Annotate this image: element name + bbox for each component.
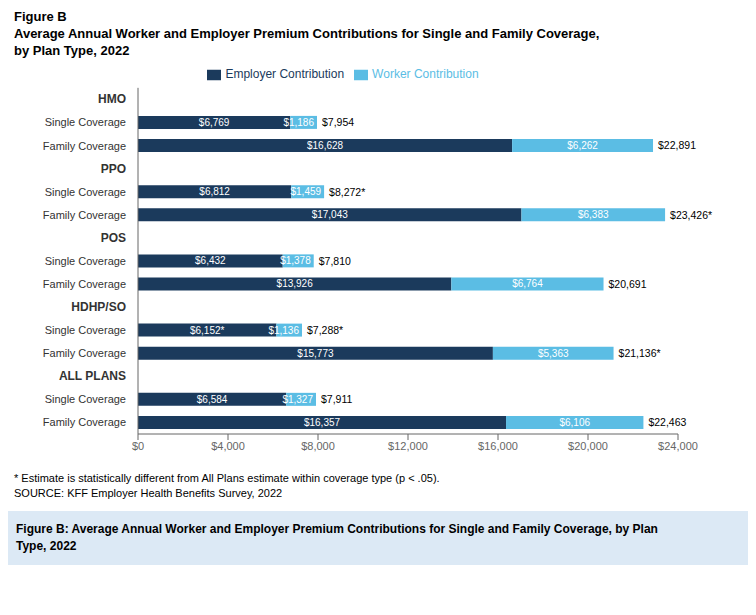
svg-text:$7,288*: $7,288* (307, 324, 343, 336)
svg-text:Single Coverage: Single Coverage (45, 393, 126, 405)
svg-text:$1,378: $1,378 (280, 255, 311, 266)
svg-text:Single Coverage: Single Coverage (45, 186, 126, 198)
svg-text:$15,773: $15,773 (297, 348, 334, 359)
svg-text:$16,000: $16,000 (478, 440, 518, 452)
svg-text:$6,764: $6,764 (512, 278, 543, 289)
html-text:Figure B: Figure B (14, 9, 67, 24)
svg-text:$7,810: $7,810 (319, 255, 351, 267)
svg-text:$6,152*: $6,152* (190, 325, 225, 336)
svg-text:ALL PLANS: ALL PLANS (59, 369, 126, 383)
svg-text:HDHP/SO: HDHP/SO (71, 300, 126, 314)
svg-text:$17,043: $17,043 (312, 209, 349, 220)
svg-text:Single Coverage: Single Coverage (45, 324, 126, 336)
svg-text:Family Coverage: Family Coverage (43, 416, 126, 428)
svg-text:$5,363: $5,363 (538, 348, 569, 359)
svg-text:$8,000: $8,000 (301, 440, 335, 452)
svg-text:$6,432: $6,432 (195, 255, 226, 266)
svg-text:$22,891: $22,891 (658, 139, 696, 151)
html-text:Worker Contribution: Worker Contribution (372, 67, 479, 81)
svg-text:$22,463: $22,463 (648, 416, 686, 428)
svg-text:Family Coverage: Family Coverage (43, 347, 126, 359)
svg-text:Family Coverage: Family Coverage (43, 278, 126, 290)
svg-text:$21,136*: $21,136* (619, 347, 661, 359)
html-text:Type, 2022: Type, 2022 (16, 539, 77, 553)
html-text:by Plan Type, 2022: by Plan Type, 2022 (14, 43, 130, 58)
svg-text:Single Coverage: Single Coverage (45, 116, 126, 128)
html-text:Average Annual Worker and Empl: Average Annual Worker and Employer Premi… (14, 26, 600, 41)
svg-text:$16,357: $16,357 (304, 417, 341, 428)
html-text:Figure B: Average Annual Worke: Figure B: Average Annual Worker and Empl… (16, 522, 658, 536)
svg-text:$6,812: $6,812 (199, 186, 230, 197)
svg-text:$7,911: $7,911 (321, 393, 352, 405)
svg-text:$13,926: $13,926 (277, 278, 314, 289)
svg-text:PPO: PPO (101, 162, 126, 176)
svg-text:$16,628: $16,628 (307, 140, 344, 151)
svg-text:$7,954: $7,954 (322, 116, 354, 128)
svg-text:$6,262: $6,262 (567, 140, 598, 151)
svg-text:$6,584: $6,584 (197, 394, 228, 405)
svg-text:$8,272*: $8,272* (329, 186, 365, 198)
svg-text:$20,000: $20,000 (568, 440, 608, 452)
svg-text:$1,459: $1,459 (291, 186, 322, 197)
svg-text:$1,186: $1,186 (283, 117, 314, 128)
html-text:SOURCE: KFF Employer Health Be: SOURCE: KFF Employer Health Benefits Sur… (14, 487, 283, 499)
html-text:* Estimate is statistically di: * Estimate is statistically different fr… (14, 472, 440, 484)
html-text:Employer Contribution: Employer Contribution (225, 67, 345, 81)
svg-text:$12,000: $12,000 (388, 440, 428, 452)
svg-text:$0: $0 (132, 440, 144, 452)
svg-text:Single Coverage: Single Coverage (45, 255, 126, 267)
svg-text:Family Coverage: Family Coverage (43, 140, 126, 152)
svg-text:$1,327: $1,327 (282, 394, 313, 405)
svg-text:POS: POS (101, 231, 126, 245)
svg-text:$6,769: $6,769 (199, 117, 230, 128)
svg-text:$6,383: $6,383 (578, 209, 609, 220)
svg-text:Family Coverage: Family Coverage (43, 209, 126, 221)
svg-text:$1,136: $1,136 (268, 325, 299, 336)
svg-text:$4,000: $4,000 (211, 440, 245, 452)
svg-text:$23,426*: $23,426* (670, 209, 712, 221)
svg-text:$6,106: $6,106 (559, 417, 590, 428)
svg-text:$24,000: $24,000 (658, 440, 698, 452)
svg-text:$20,691: $20,691 (609, 278, 647, 290)
svg-text:HMO: HMO (98, 92, 126, 106)
